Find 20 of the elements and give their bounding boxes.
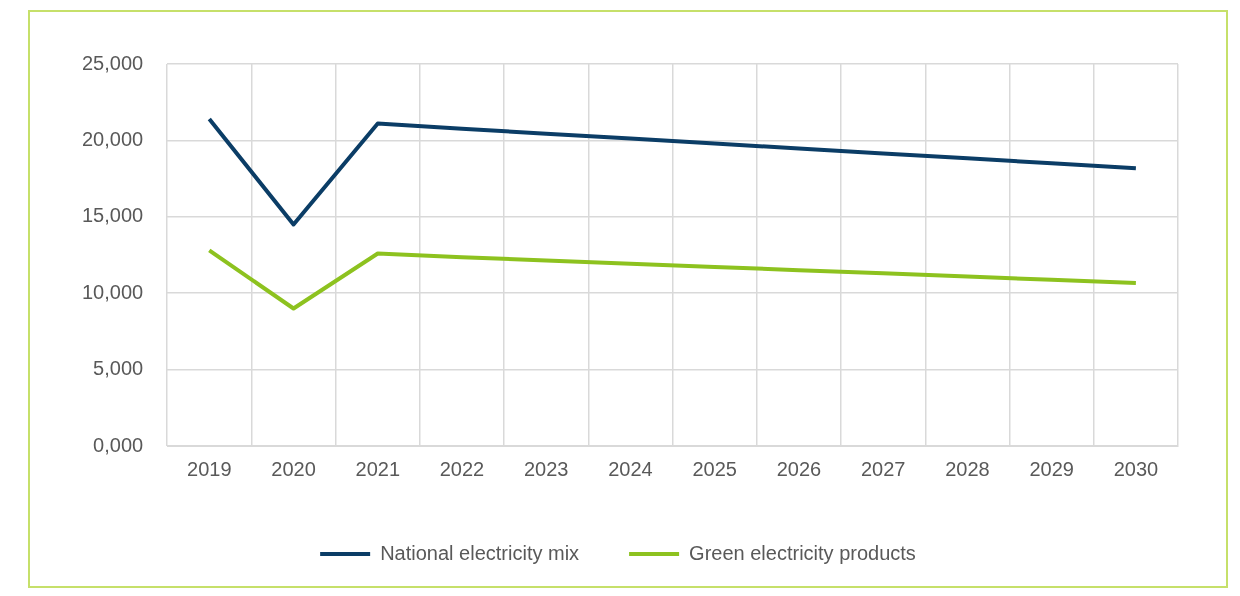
legend-label: National electricity mix (380, 541, 580, 564)
x-tick-label: 2019 (187, 457, 232, 480)
x-tick-label: 2022 (439, 457, 485, 480)
y-tick-label: 20,000 (82, 127, 144, 150)
y-tick-label: 10,000 (82, 280, 144, 303)
x-tick-label: 2020 (271, 457, 316, 480)
x-tick-label: 2024 (608, 457, 653, 480)
x-tick-label: 2028 (945, 457, 990, 480)
y-tick-label: 25,000 (82, 51, 144, 74)
x-tick-label: 2023 (523, 457, 569, 480)
x-tick-label: 2030 (1113, 457, 1159, 480)
y-tick-label: 5,000 (93, 357, 144, 380)
legend-label: Green electricity products (689, 541, 916, 564)
x-tick-label: 2021 (355, 457, 401, 480)
x-tick-label: 2026 (776, 457, 822, 480)
x-tick-label: 2027 (860, 457, 906, 480)
y-tick-label: 15,000 (82, 204, 144, 227)
y-tick-label: 0,000 (93, 433, 144, 456)
x-tick-label: 2025 (692, 457, 737, 480)
x-tick-label: 2029 (1029, 457, 1074, 480)
